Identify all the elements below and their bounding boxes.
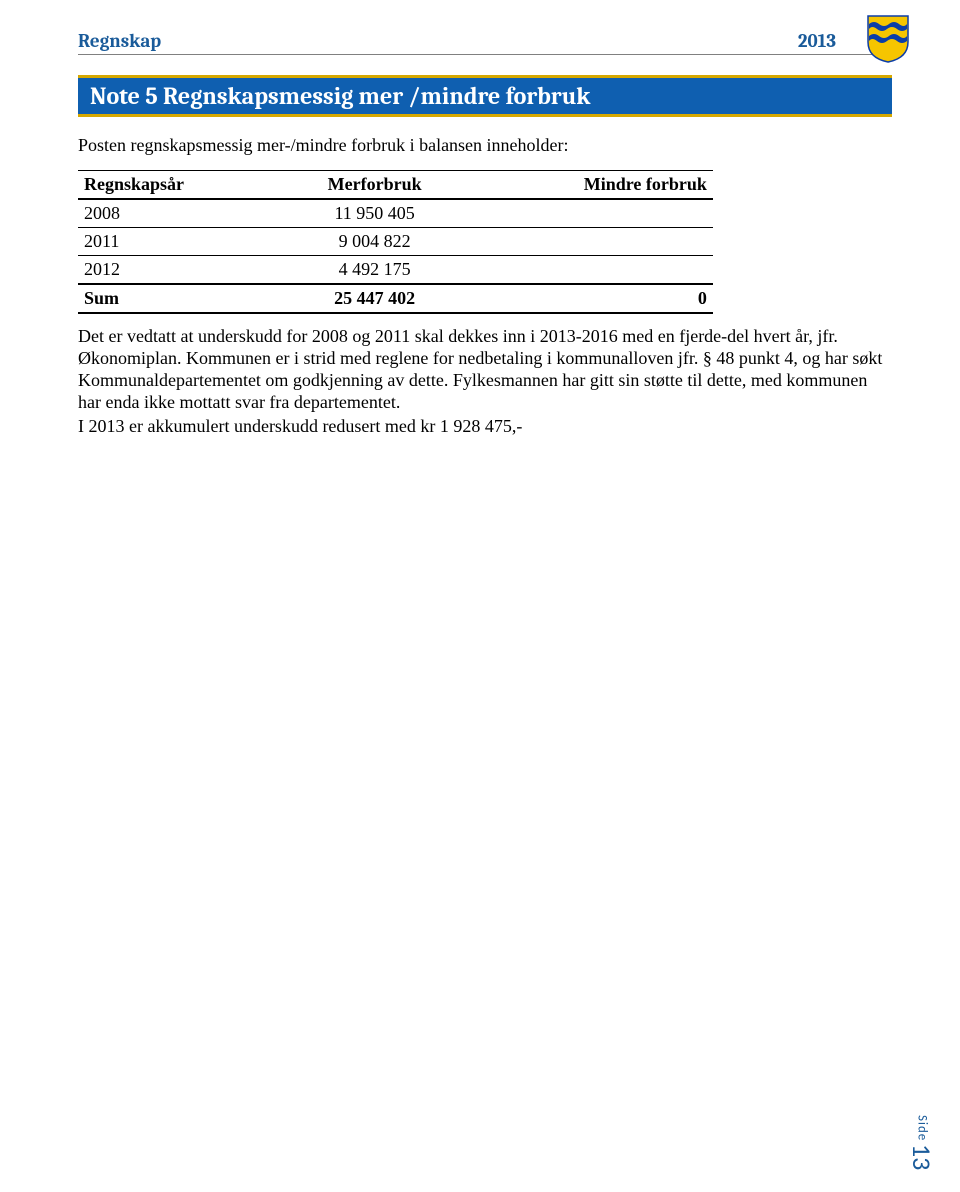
body-paragraphs: Det er vedtatt at underskudd for 2008 og… bbox=[78, 326, 892, 438]
cell-merforbruk: 4 492 175 bbox=[279, 256, 470, 285]
cell-year: 2011 bbox=[78, 228, 279, 256]
cell-sum-merforbruk: 25 447 402 bbox=[279, 284, 470, 313]
table-sum-row: Sum 25 447 402 0 bbox=[78, 284, 713, 313]
cell-merforbruk: 9 004 822 bbox=[279, 228, 470, 256]
forbruk-table: Regnskapsår Merforbruk Mindre forbruk 20… bbox=[78, 170, 713, 314]
table-header-row: Regnskapsår Merforbruk Mindre forbruk bbox=[78, 171, 713, 200]
cell-sum-mindre: 0 bbox=[470, 284, 713, 313]
cell-year: 2012 bbox=[78, 256, 279, 285]
table-row: 2011 9 004 822 bbox=[78, 228, 713, 256]
page: Regnskap 2013 Note 5 Regnskapsmessig mer… bbox=[0, 0, 960, 1192]
col-regnskapsaar: Regnskapsår bbox=[78, 171, 279, 200]
page-side-label: Side bbox=[915, 1115, 930, 1141]
col-merforbruk: Merforbruk bbox=[279, 171, 470, 200]
municipality-logo bbox=[866, 14, 910, 68]
page-header: Regnskap 2013 bbox=[78, 30, 892, 55]
note-title: Note 5 Regnskapsmessig mer /mindre forbr… bbox=[90, 82, 880, 110]
header-year: 2013 bbox=[798, 30, 836, 52]
table-row: 2012 4 492 175 bbox=[78, 256, 713, 285]
paragraph: Det er vedtatt at underskudd for 2008 og… bbox=[78, 326, 892, 414]
paragraph: I 2013 er akkumulert underskudd redusert… bbox=[78, 416, 892, 438]
intro-text: Posten regnskapsmessig mer-/mindre forbr… bbox=[78, 135, 892, 156]
note-banner: Note 5 Regnskapsmessig mer /mindre forbr… bbox=[78, 75, 892, 117]
cell-mindre bbox=[470, 199, 713, 228]
col-mindre-forbruk: Mindre forbruk bbox=[470, 171, 713, 200]
header-title: Regnskap bbox=[78, 30, 161, 52]
cell-merforbruk: 11 950 405 bbox=[279, 199, 470, 228]
page-side-number: 13 bbox=[906, 1144, 938, 1170]
table-row: 2008 11 950 405 bbox=[78, 199, 713, 228]
cell-sum-label: Sum bbox=[78, 284, 279, 313]
cell-year: 2008 bbox=[78, 199, 279, 228]
page-number: Side 13 bbox=[906, 1115, 938, 1170]
cell-mindre bbox=[470, 228, 713, 256]
cell-mindre bbox=[470, 256, 713, 285]
